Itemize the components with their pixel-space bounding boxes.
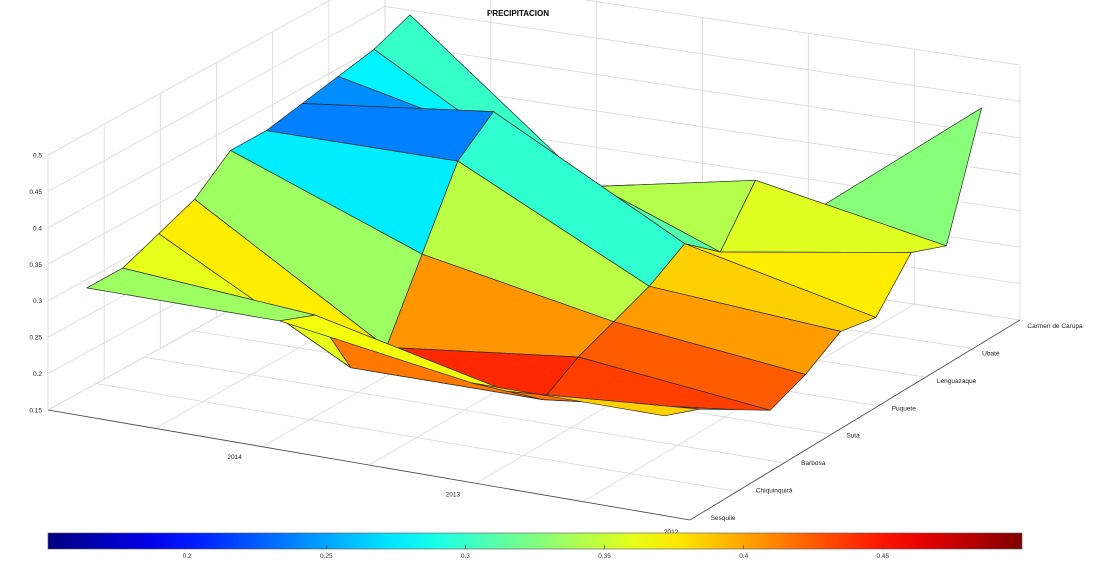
z-tick-label: 0.5: [33, 153, 42, 160]
colorbar-ticks: 0.2 0.25 0.3 0.35 0.4 0.45: [183, 545, 890, 560]
colorbar-tick-label: 0.3: [461, 553, 470, 560]
chart-title: PRECIPITACION: [487, 9, 549, 18]
z-tick-label: 0.2: [33, 371, 42, 378]
y-tick-label: Chiquinquirá: [756, 488, 793, 495]
y-tick-label: Puquete: [892, 405, 917, 412]
colorbar: 0.2 0.25 0.3 0.35 0.4 0.45: [47, 532, 1023, 560]
y-tick-label: Sesquile: [711, 515, 736, 522]
surface: [86, 14, 982, 417]
y-tick-label: Ubaté: [982, 350, 1000, 357]
x-tick-label: 2012: [664, 529, 679, 536]
surface-face: [471, 382, 701, 417]
x-axis-ticks: 2014 2013 2012: [227, 454, 678, 536]
z-tick-label: 0.35: [29, 262, 42, 269]
x-tick-label: 2013: [446, 491, 461, 498]
colorbar-tick-label: 0.35: [598, 553, 611, 560]
z-axis-ticks: 0.15 0.2 0.25 0.3 0.35 0.4 0.45 0.5: [29, 153, 42, 415]
z-tick-label: 0.25: [29, 335, 42, 342]
colorbar-tick-label: 0.2: [183, 553, 192, 560]
axis-line: [47, 319, 1021, 521]
grid-line: [47, 0, 1021, 156]
colorbar-tick-label: 0.4: [739, 553, 748, 560]
z-tick-label: 0.45: [29, 189, 42, 196]
z-tick-label: 0.3: [33, 298, 42, 305]
y-tick-label: Barbosa: [801, 460, 826, 467]
colorbar-tick-label: 0.25: [320, 553, 333, 560]
colorbar-gradient: [47, 532, 1023, 550]
y-tick-label: Carmen de Carupa: [1027, 323, 1083, 330]
z-tick-label: 0.15: [29, 408, 42, 415]
z-tick-label: 0.4: [33, 225, 42, 232]
x-tick-label: 2014: [227, 454, 242, 461]
y-tick-label: Suta: [846, 433, 860, 440]
y-tick-label: Lenguazaque: [937, 378, 977, 385]
colorbar-tick-label: 0.45: [877, 553, 890, 560]
y-axis-ticks: Sesquile Chiquinquirá Barbosa Suta Puquete Le…: [711, 323, 1083, 522]
